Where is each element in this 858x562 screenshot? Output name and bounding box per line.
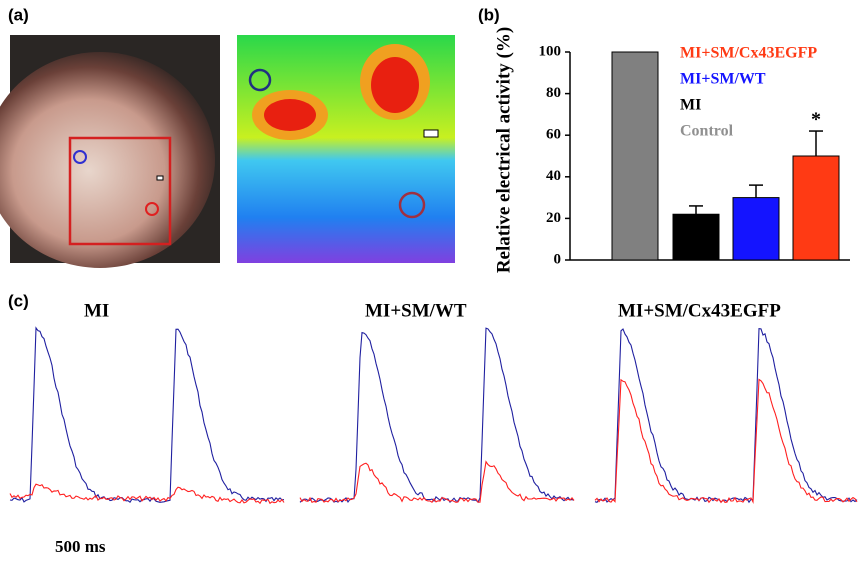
bar [672,213,720,261]
trace-title: MI [84,300,109,321]
y-tick-label: 80 [546,85,561,101]
trace-title: MI+SM/WT [365,300,467,321]
significance: * [811,109,821,131]
bar [792,155,840,261]
y-tick-label: 60 [546,127,561,143]
panel-label: (b) [478,5,500,24]
legend-entry: MI [680,97,701,114]
trace [594,327,858,504]
y-tick-label: 20 [546,210,561,226]
trace [9,326,285,503]
activation-map [237,35,455,263]
y-axis-label: Relative electrical activity (%) [493,27,514,273]
bar [732,197,780,261]
legend-entry: Control [680,123,734,140]
trace [9,483,285,505]
y-tick-label: 0 [554,251,562,267]
y-tick-label: 40 [546,168,561,184]
y-tick-label: 100 [539,43,562,59]
trace [299,327,575,504]
trace [594,378,858,504]
trace-title: MI+SM/Cx43EGFP [618,300,781,321]
bar [611,51,659,261]
legend-entry: MI+SM/Cx43EGFP [680,45,817,62]
trace [299,460,575,504]
legend-entry: MI+SM/WT [680,71,766,88]
photo [0,35,220,268]
panel-label: (a) [8,5,29,24]
scale-bar-label: 500 ms [55,537,106,556]
panel-label: (c) [8,291,29,310]
